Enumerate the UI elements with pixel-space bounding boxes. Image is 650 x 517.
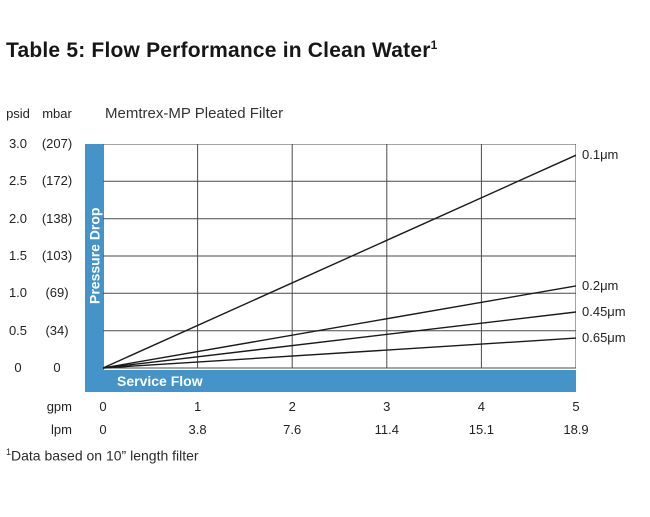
x-axis-lpm-row: lpm 0 3.8 7.6 11.4 15.1 18.9 xyxy=(0,422,650,440)
x-tick-lpm: 0 xyxy=(99,422,107,437)
y-axis-label: Pressure Drop xyxy=(86,207,103,305)
x-tick-lpm: 7.6 xyxy=(283,422,302,437)
x-tick-gpm: 0 xyxy=(99,399,107,414)
y-tick-psid: 1.5 xyxy=(8,248,28,263)
y-unit-psid-label: psid xyxy=(6,106,30,121)
page-title-superscript: 1 xyxy=(430,38,438,52)
x-tick-gpm: 3 xyxy=(383,399,391,414)
x-tick-lpm: 11.4 xyxy=(374,422,399,437)
y-axis-units-header: psid mbar xyxy=(2,106,80,121)
y-tick-row: 0.5 (34) xyxy=(2,323,80,338)
footnote: 1Data based on 10” length filter xyxy=(6,447,199,464)
y-tick-psid: 3.0 xyxy=(8,136,28,151)
x-axis-label: Service Flow xyxy=(117,373,203,389)
series-end-label: 0.45μm xyxy=(582,304,626,319)
y-tick-mbar: (103) xyxy=(41,248,73,263)
y-tick-mbar: (69) xyxy=(45,285,69,301)
x-tick-lpm: 18.9 xyxy=(563,422,589,437)
plot-area xyxy=(103,144,576,369)
y-tick-psid: 0 xyxy=(14,360,22,375)
y-tick-row: 2.5 (172) xyxy=(2,173,80,188)
y-tick-mbar: (172) xyxy=(41,173,73,189)
y-tick-psid: 0.5 xyxy=(8,322,28,338)
x-unit-lpm-label: lpm xyxy=(51,422,72,437)
y-tick-psid: 2.5 xyxy=(8,173,28,189)
footnote-superscript: 1 xyxy=(6,447,12,457)
y-tick-mbar: (207) xyxy=(41,136,73,151)
x-unit-gpm-label: gpm xyxy=(46,399,72,414)
y-tick-psid: 2.0 xyxy=(8,210,28,226)
y-tick-mbar: (34) xyxy=(45,322,69,338)
pressure-drop-axis-bar: Pressure Drop xyxy=(85,144,104,392)
footnote-text: Data based on 10” length filter xyxy=(11,447,199,464)
y-tick-row: 3.0 (207) xyxy=(2,136,80,151)
y-tick-psid: 1.0 xyxy=(8,285,28,301)
x-tick-gpm: 2 xyxy=(288,399,296,414)
y-tick-row: 1.0 (69) xyxy=(2,285,80,300)
y-tick-row: 1.5 (103) xyxy=(2,248,80,263)
x-axis-gpm-row: gpm 0 1 2 3 4 5 xyxy=(0,399,650,417)
chart-title: Memtrex-MP Pleated Filter xyxy=(105,105,284,122)
x-tick-gpm: 4 xyxy=(477,399,485,414)
page-title: Table 5: Flow Performance in Clean Water… xyxy=(6,38,437,63)
y-unit-mbar-label: mbar xyxy=(42,106,72,121)
y-tick-row: 2.0 (138) xyxy=(2,211,80,226)
x-tick-gpm: 5 xyxy=(572,399,580,414)
series-end-label: 0.1μm xyxy=(582,147,619,163)
series-end-label: 0.2μm xyxy=(582,277,619,293)
y-tick-mbar: 0 xyxy=(53,360,61,375)
x-tick-lpm: 3.8 xyxy=(188,422,207,437)
y-tick-mbar: (138) xyxy=(41,210,73,226)
page-title-text: Table 5: Flow Performance in Clean Water xyxy=(6,39,431,62)
series-end-label: 0.65μm xyxy=(582,330,626,346)
service-flow-axis-bar: Service Flow xyxy=(103,370,576,392)
x-tick-gpm: 1 xyxy=(193,399,202,414)
x-tick-lpm: 15.1 xyxy=(468,422,495,437)
